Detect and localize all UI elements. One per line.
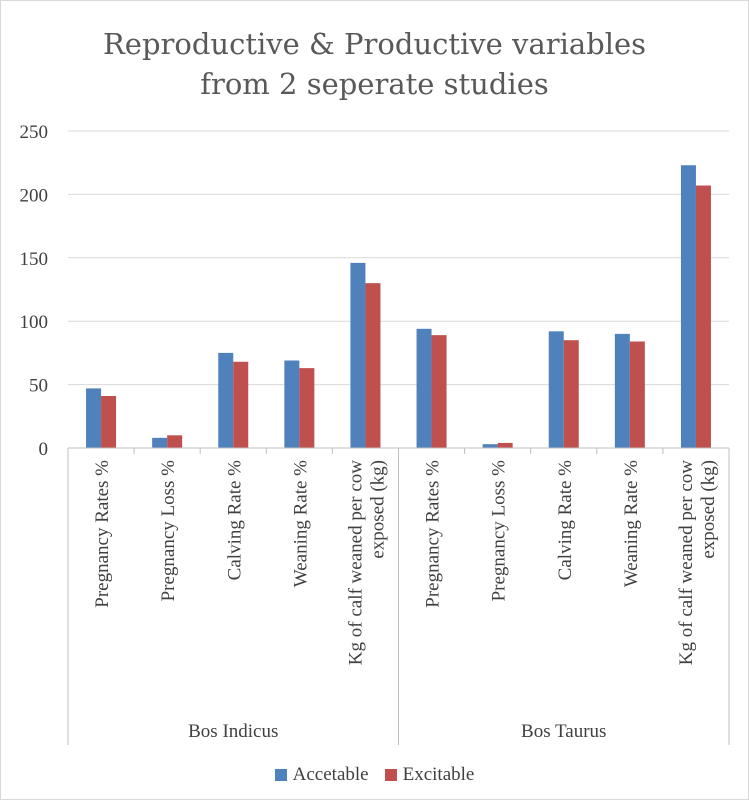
legend-item-accetable: Accetable bbox=[274, 764, 369, 786]
bar-excitable-7 bbox=[497, 442, 513, 448]
bar-accetable-4 bbox=[284, 360, 300, 448]
bar-excitable-6 bbox=[431, 335, 447, 448]
x-tick-label: Pregnancy Rates % bbox=[423, 460, 444, 608]
y-tick-label: 250 bbox=[20, 122, 49, 143]
legend-item-excitable: Excitable bbox=[384, 764, 475, 786]
bar-accetable-2 bbox=[152, 437, 168, 448]
bar-accetable-7 bbox=[482, 444, 498, 448]
group-label: Bos Taurus bbox=[521, 721, 606, 742]
y-tick-label: 100 bbox=[20, 312, 49, 333]
bar-excitable-10 bbox=[695, 185, 711, 449]
bar-accetable-6 bbox=[416, 328, 432, 448]
x-tick-label: Pregnancy Loss % bbox=[489, 460, 510, 602]
bar-accetable-10 bbox=[680, 165, 696, 448]
legend-label-excitable: Excitable bbox=[402, 764, 475, 785]
bar-accetable-5 bbox=[350, 262, 366, 448]
legend-swatch-accetable bbox=[274, 769, 287, 781]
y-tick-label: 0 bbox=[39, 439, 49, 460]
legend-swatch-excitable bbox=[384, 769, 397, 781]
bar-accetable-8 bbox=[548, 331, 564, 448]
x-tick-label: Kg of calf weaned per cowexposed (kg) bbox=[676, 460, 719, 665]
x-tick-label: Calving Rate % bbox=[555, 460, 576, 580]
x-tick-label: Weaning Rate % bbox=[621, 460, 642, 587]
y-tick-label: 200 bbox=[20, 185, 49, 206]
legend-label-accetable: Accetable bbox=[292, 764, 369, 785]
chart-title-line-2: from 2 seperate studies bbox=[200, 67, 549, 101]
bar-excitable-5 bbox=[365, 283, 381, 448]
bar-excitable-2 bbox=[167, 435, 183, 448]
x-tick-label: Pregnancy Rates % bbox=[92, 460, 113, 608]
group-label: Bos Indicus bbox=[188, 721, 278, 742]
bar-excitable-9 bbox=[629, 341, 645, 448]
bar-accetable-9 bbox=[614, 333, 630, 448]
x-tick-label: Weaning Rate % bbox=[290, 460, 311, 587]
bar-accetable-3 bbox=[218, 352, 234, 448]
chart-title-line-1: Reproductive & Productive variables bbox=[102, 27, 647, 61]
legend: Accetable Excitable bbox=[0, 764, 749, 786]
bar-excitable-8 bbox=[563, 340, 579, 448]
chart-title: Reproductive & Productive variables from… bbox=[0, 24, 749, 104]
bar-excitable-3 bbox=[233, 361, 249, 448]
x-tick-label: Pregnancy Loss % bbox=[158, 460, 179, 602]
y-tick-label: 150 bbox=[20, 249, 49, 270]
x-tick-label: Kg of calf weaned per cowexposed (kg) bbox=[345, 460, 388, 665]
y-tick-label: 50 bbox=[29, 376, 48, 397]
x-tick-label: Calving Rate % bbox=[224, 460, 245, 580]
bar-excitable-1 bbox=[101, 396, 117, 448]
bar-accetable-1 bbox=[86, 388, 102, 448]
bar-excitable-4 bbox=[299, 368, 315, 448]
